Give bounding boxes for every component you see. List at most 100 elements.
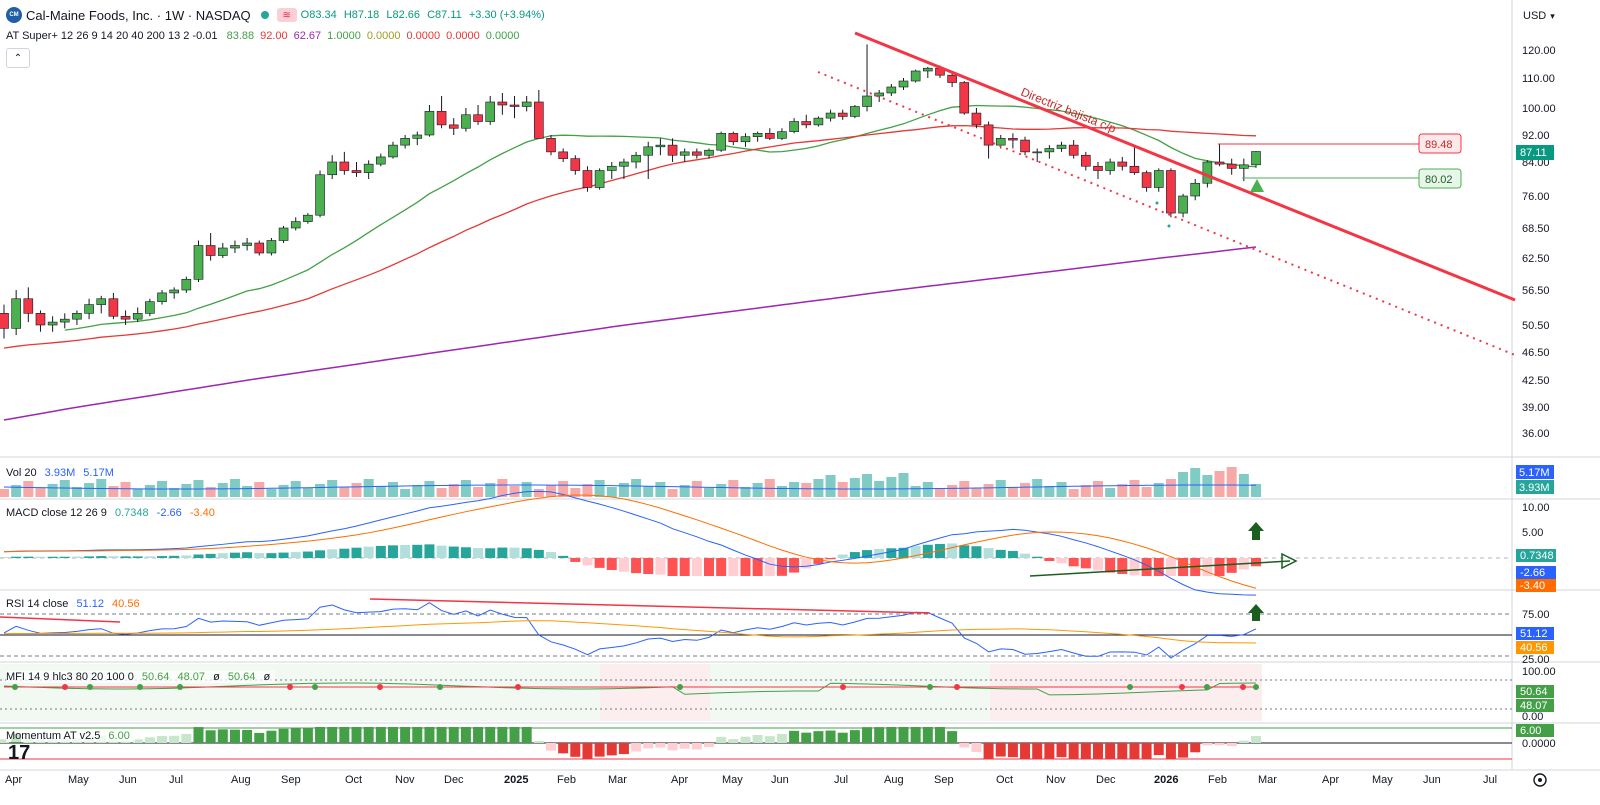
price-tick-label: 76.00 <box>1522 191 1550 203</box>
volume-bar <box>436 488 447 497</box>
wave-icon[interactable]: ≋ <box>276 8 297 22</box>
time-axis[interactable]: Apr May Jun Jul Aug Sep Oct Nov Dec 2025 Feb Mar Apr… <box>5 773 1547 787</box>
volume-bar <box>813 479 824 497</box>
mfi-cross-dot <box>1204 684 1210 690</box>
volume-bar <box>400 489 411 497</box>
mfi-cross-dot <box>677 684 683 690</box>
price-tick-label: 100.00 <box>1522 103 1556 115</box>
price-tick-label: 36.00 <box>1522 428 1550 440</box>
candle-body <box>23 298 34 314</box>
volume-bar <box>302 488 313 497</box>
mfi-legend[interactable]: MFI 14 9 hlc3 80 20 100 0 50.64 48.07 ø … <box>6 671 276 683</box>
momentum-bar <box>363 727 374 743</box>
momentum-label: Momentum AT v2.5 <box>6 730 101 742</box>
macd-histogram-bar <box>740 558 751 576</box>
macd-histogram-bar <box>132 556 143 558</box>
currency-selector[interactable]: USD ▾ <box>1517 6 1600 26</box>
momentum-bar <box>922 727 933 743</box>
ohlc-high: H87.18 <box>343 9 380 21</box>
momentum-bar <box>1190 743 1201 753</box>
volume-bar <box>594 480 605 497</box>
macd-histogram-bar <box>1044 558 1055 562</box>
momentum-bar <box>497 727 508 743</box>
candle-body <box>1129 165 1140 173</box>
mfi-label: MFI 14 9 hlc3 80 20 100 0 <box>6 671 134 683</box>
macd-histogram-bar <box>801 558 812 569</box>
momentum-bar <box>825 730 836 743</box>
momentum-bar <box>631 743 642 752</box>
up-arrow-icon <box>1248 522 1264 540</box>
candle-body <box>120 315 131 320</box>
time-tick-label: Oct <box>345 774 362 786</box>
momentum-legend[interactable]: Momentum AT v2.5 6.00 <box>6 730 135 742</box>
close-price-label: 87.11 <box>1520 147 1547 159</box>
volume-bar <box>71 487 82 497</box>
mfi-value-2: 48.07 <box>177 671 205 683</box>
candle-body <box>728 133 739 143</box>
momentum-bar <box>327 727 338 743</box>
candle-body <box>485 101 496 122</box>
momentum-bar <box>1020 743 1031 759</box>
macd-histogram-bar <box>971 546 982 558</box>
volume-bar <box>1020 483 1031 497</box>
indicator-legend[interactable]: AT Super+ 12 26 9 14 20 40 200 13 2 -0.0… <box>6 30 531 42</box>
momentum-bar <box>290 728 301 743</box>
candle-body <box>278 227 289 241</box>
volume-bar <box>1092 481 1103 497</box>
time-tick-label: Jun <box>771 774 789 786</box>
candle-body <box>0 313 9 329</box>
signal-dot <box>1167 224 1171 228</box>
volume-bar <box>509 486 520 497</box>
time-tick-label: May <box>68 774 89 786</box>
momentum-bar <box>947 731 958 743</box>
macd-histogram-bar <box>1032 556 1043 558</box>
time-tick-label: Jun <box>1423 774 1441 786</box>
momentum-bar <box>1056 743 1067 758</box>
time-tick-label: Jul <box>834 774 848 786</box>
price-tick-label: 68.50 <box>1522 223 1550 235</box>
gear-icon[interactable] <box>1533 773 1547 787</box>
momentum-bar <box>242 729 253 743</box>
macd-histogram-bar <box>570 558 581 562</box>
symbol-title[interactable]: Cal-Maine Foods, Inc. · 1W · NASDAQ <box>26 7 251 23</box>
volume-bar <box>1251 484 1261 497</box>
macd-histogram-bar <box>1165 558 1176 576</box>
volume-bar <box>1202 475 1213 497</box>
macd-histogram-bar <box>11 556 22 558</box>
macd-histogram-bar <box>278 552 289 558</box>
momentum-bar <box>862 727 873 743</box>
momentum-bar <box>606 743 617 756</box>
time-tick-label: Feb <box>1208 774 1227 786</box>
macd-histogram-bar <box>752 558 763 576</box>
macd-histogram-bar <box>242 552 253 558</box>
volume-bar <box>922 482 933 497</box>
chevron-up-icon[interactable]: ⌃ <box>6 48 30 68</box>
rsi-tick-label: 25.00 <box>1522 654 1550 666</box>
momentum-bar <box>740 736 751 743</box>
momentum-bar <box>509 727 520 743</box>
volume-bar <box>424 481 435 497</box>
rsi-legend[interactable]: RSI 14 close 51.12 40.56 <box>6 598 145 610</box>
macd-histogram-bar <box>582 558 593 566</box>
candle-body <box>862 95 872 107</box>
macd-tick-label: 10.00 <box>1522 502 1550 514</box>
momentum-bar <box>229 729 240 743</box>
volume-bar <box>1105 488 1116 497</box>
volume-bar <box>448 484 459 497</box>
volume-bar <box>1165 479 1176 497</box>
macd-histogram-bar <box>59 556 70 558</box>
macd-histogram-bar <box>776 558 787 576</box>
macd-histogram-bar <box>108 556 119 558</box>
volume-bar <box>473 487 484 497</box>
momentum-bar <box>1178 743 1189 758</box>
currency-label: USD <box>1523 10 1547 22</box>
resistance-tag-label: 89.48 <box>1425 139 1453 151</box>
company-logo: CM <box>6 7 22 23</box>
macd-histogram-bar <box>96 556 107 558</box>
macd-legend[interactable]: MACD close 12 26 9 0.7348 -2.66 -3.40 <box>6 507 220 519</box>
macd-histogram-bar <box>205 553 216 558</box>
volume-legend[interactable]: Vol 20 3.93M 5.17M <box>6 467 119 479</box>
momentum-bar <box>704 743 715 748</box>
price-scale[interactable]: 120.00110.00100.0092.0084.0076.0068.5062… <box>1516 45 1556 750</box>
